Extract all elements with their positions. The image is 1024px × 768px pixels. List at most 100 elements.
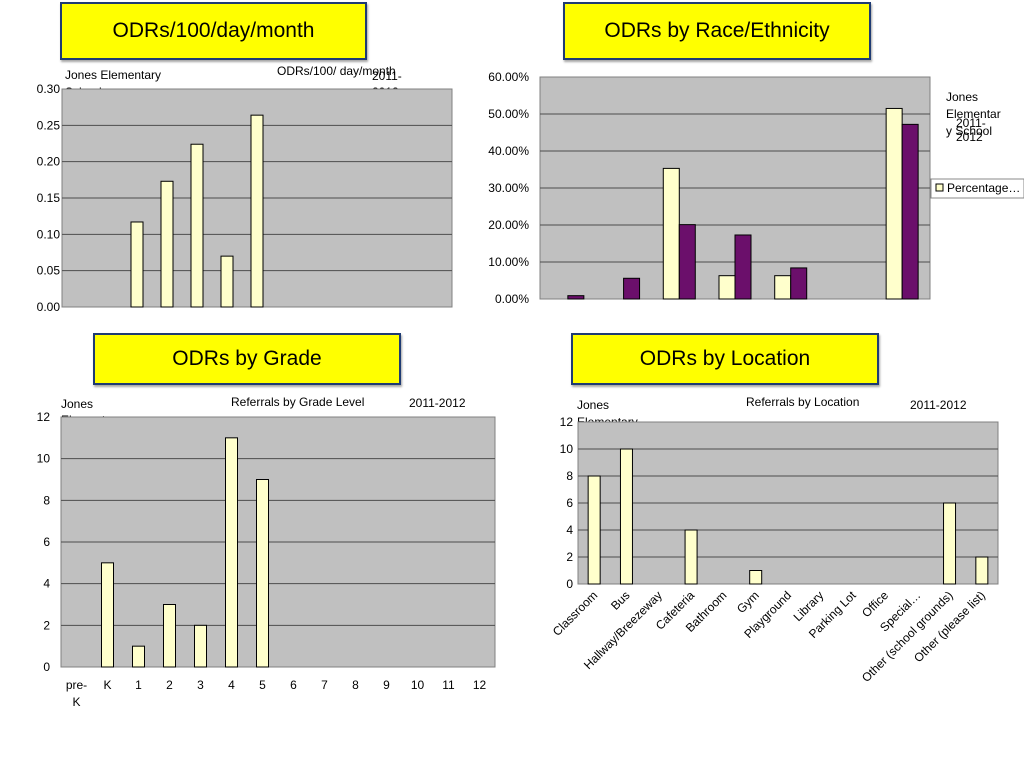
chart2-bar [790,267,808,300]
chart2-y-tick-label: 20.00% [488,218,529,232]
chart3-y-tick-label: 12 [37,410,51,424]
chart3-y-tick-label: 2 [43,618,50,632]
chart3-y-tick-label: 0 [43,660,50,674]
chart3-x-tick-label: 9 [383,678,390,692]
chart1-bar [250,114,264,308]
chart3-bar [132,645,145,668]
chart1-title-box: ODRs/100/day/month [60,2,367,60]
chart2-y-tick-label: 0.00% [495,292,529,306]
chart4-x-tick-label: Gym [734,588,762,616]
chart4-y-tick-label: 6 [566,496,573,510]
chart4-inner-title: Referrals by Location [746,395,859,409]
chart1-bar [160,180,174,308]
chart2-y-tick-label: 60.00% [488,70,529,84]
chart2-legend-box [930,178,1024,199]
chart2-year-label-line2: 2012 [956,130,983,144]
chart2-legend-swatch [935,183,944,192]
chart3-x-tick-label: 11 [442,678,455,692]
chart1-bar [190,143,204,308]
chart2-bar [734,234,752,300]
chart3-y-tick-label: 6 [43,535,50,549]
chart4-bar [749,570,763,585]
chart3-y-tick-label: 8 [43,493,50,507]
chart4-x-tick-label: Classroom [550,588,600,638]
chart3-x-tick-label: 8 [352,678,359,692]
chart1-y-tick-label: 0.15 [37,191,61,205]
chart4-bar [619,448,633,585]
chart3-bar [163,604,176,668]
chart4-title-box: ODRs by Location [571,333,879,385]
chart2-bar [567,295,585,300]
chart3-school-label-line1: Jones [61,397,93,411]
chart3-x-tick-label: 2 [166,678,173,692]
chart2-bar [885,107,903,300]
chart2-annotations: Jones Elementar y School 2011- 2012 Perc… [930,90,1024,199]
chart2-bar [662,167,680,300]
chart4-y-tick-label: 0 [566,577,573,591]
chart2-year-label-line1: 2011- [956,116,986,130]
chart1-y-tick-label: 0.05 [37,264,61,278]
chart3-year-label: 2011-2012 [409,396,466,410]
chart4-y-tick-label: 2 [566,550,573,564]
chart3-x-tick-label: K [72,695,80,709]
chart1-inner-title: ODRs/100/ day/month [277,64,396,78]
chart3-bar [101,562,114,668]
chart1-y-tick-label: 0.30 [37,82,61,96]
chart4-bar [943,502,957,585]
chart3-y-tick-label: 4 [43,577,50,591]
chart4-year-label: 2011-2012 [910,398,967,412]
chart3-x-tick-label: 3 [197,678,204,692]
chart4-y-tick-label: 12 [560,415,574,429]
chart3-x-tick-label: 6 [290,678,297,692]
chart3-inner-title: Referrals by Grade Level [231,395,364,409]
chart1-title: ODRs/100/day/month [112,19,315,42]
chart2-y-tick-label: 30.00% [488,181,529,195]
chart3-bar [256,479,269,668]
chart1-y-tick-label: 0.20 [37,155,61,169]
chart4-bar [975,556,989,585]
chart2-bar [623,277,641,300]
chart1-y-tick-label: 0.00 [37,300,61,314]
chart4-y-tick-label: 10 [560,442,574,456]
chart2-school-label-line1: Jones [946,90,978,104]
chart2-title: ODRs by Race/Ethnicity [604,19,830,42]
chart3-bar [194,624,207,668]
chart1-bar [220,255,234,308]
chart3-x-tick-label: 4 [228,678,235,692]
chart1-year-label-line1: 2011- [372,69,402,83]
chart2-y-tick-label: 10.00% [488,255,529,269]
chart3-x-tick-label: 10 [411,678,425,692]
chart2-bar [718,275,736,300]
chart3-title-box: ODRs by Grade [93,333,401,385]
chart3-x-tick-label: 5 [259,678,266,692]
chart2-bar [901,123,919,300]
chart4-school-label-line1: Jones [577,398,609,412]
chart2-legend-label: Percentage… [947,181,1020,195]
chart1-bar [130,221,144,308]
chart1-school-label-line1: Jones Elementary [65,68,161,82]
chart3-title: ODRs by Grade [172,347,322,370]
chart2-y-tick-label: 40.00% [488,144,529,158]
chart4-title: ODRs by Location [639,347,811,370]
chart4-y-tick-label: 8 [566,469,573,483]
chart2-title-box: ODRs by Race/Ethnicity [563,2,871,60]
chart3-x-tick-label: 12 [473,678,487,692]
chart1-y-tick-label: 0.25 [37,118,61,132]
chart2-school-label-line2: Elementar [946,107,1001,121]
chart2-y-tick-label: 50.00% [488,107,529,121]
chart4-x-tick-label: Bus [608,588,633,613]
chart4-y-tick-label: 4 [566,523,573,537]
chart4-bar [684,529,698,585]
chart4-bar [587,475,601,585]
chart2-school-label-line3: y School [946,124,992,138]
chart3-y-tick-label: 10 [37,452,51,466]
chart3-x-tick-label: 7 [321,678,328,692]
chart3-x-tick-label: 1 [135,678,142,692]
chart1-y-tick-label: 0.10 [37,227,61,241]
chart2-bar [678,224,696,300]
chart3-bar [225,437,238,668]
chart3-x-tick-label: K [103,678,111,692]
chart2-bar [774,275,792,300]
chart3-x-tick-label: pre- [66,678,87,692]
